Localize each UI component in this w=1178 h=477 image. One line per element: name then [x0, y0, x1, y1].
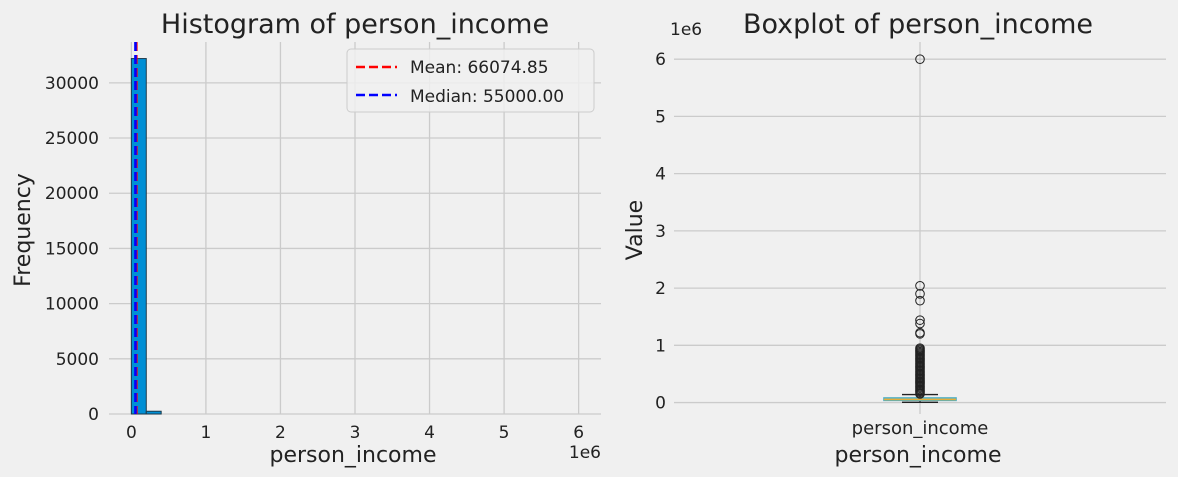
boxplot-y-ticks: 0 1 2 3 4 5 6: [655, 50, 666, 413]
boxplot-y-tick-label: 0: [655, 394, 666, 414]
histogram-legend: Mean: 66074.85 Median: 55000.00: [346, 48, 595, 113]
boxplot-category-tick-label: person_income: [852, 418, 989, 439]
histogram-title: Histogram of person_income: [161, 9, 549, 40]
histogram-reference-lines: [134, 42, 138, 414]
boxplot-outlier: [915, 289, 925, 299]
legend-mean-label: Mean: 66074.85: [410, 58, 549, 78]
histogram-y-axis-label: Frequency: [11, 173, 36, 287]
boxplot-x-axis-label: person_income: [835, 443, 1002, 468]
histogram-y-tick-label: 30000: [45, 74, 99, 94]
histogram-y-tick-label: 0: [88, 405, 99, 425]
boxplot-y-tick-label: 3: [655, 222, 666, 242]
boxplot-outlier: [915, 389, 925, 399]
boxplot-marks: [883, 54, 957, 403]
boxplot-y-tick-label: 5: [655, 107, 666, 127]
histogram-chart: 0 1 2 3 4 5 6 0 5000 10000 15000 20000 25000 30000 H…: [11, 9, 601, 468]
boxplot-outlier: [915, 295, 925, 306]
boxplot-outlier: [915, 315, 925, 325]
boxplot-chart: 0 1 2 3 4 5 6 Boxplot of person_income person_…: [623, 9, 1166, 468]
histogram-y-ticks: 0 5000 10000 15000 20000 25000 30000: [45, 74, 99, 425]
histogram-x-offset-label: 1e6: [569, 443, 601, 463]
histogram-x-tick-label: 0: [126, 423, 137, 443]
boxplot-outlier: [915, 318, 925, 329]
boxplot-y-tick-label: 2: [655, 279, 666, 299]
histogram-x-tick-label: 3: [350, 423, 361, 443]
histogram-y-tick-label: 5000: [56, 350, 99, 370]
boxplot-y-tick-label: 1: [655, 336, 666, 356]
histogram-x-tick-label: 1: [200, 423, 211, 443]
histogram-bar: [145, 410, 162, 415]
histogram-x-ticks: 0 1 2 3 4 5 6: [126, 423, 584, 443]
legend-frame: [346, 48, 595, 113]
histogram-y-tick-label: 20000: [45, 184, 99, 204]
histogram-x-axis-label: person_income: [270, 443, 437, 468]
boxplot-grid: [674, 42, 1166, 414]
legend-median-label: Median: 55000.00: [410, 87, 564, 107]
boxplot-y-tick-label: 4: [655, 165, 666, 185]
histogram-y-tick-label: 25000: [45, 129, 99, 149]
histogram-x-tick-label: 2: [275, 423, 286, 443]
boxplot-title: Boxplot of person_income: [743, 9, 1093, 40]
boxplot-outlier: [915, 54, 925, 64]
boxplot-outlier: [915, 281, 925, 291]
boxplot-y-offset-label: 1e6: [670, 20, 702, 40]
histogram-x-tick-label: 4: [424, 423, 435, 443]
histogram-y-tick-label: 10000: [45, 295, 99, 315]
boxplot-outlier: [915, 329, 925, 339]
histogram-x-tick-label: 5: [499, 423, 510, 443]
boxplot-y-tick-label: 6: [655, 50, 666, 70]
boxplot-y-axis-label: Value: [623, 200, 648, 260]
histogram-x-tick-label: 6: [573, 423, 584, 443]
histogram-y-tick-label: 15000: [45, 239, 99, 259]
histogram-bar: [130, 58, 147, 415]
